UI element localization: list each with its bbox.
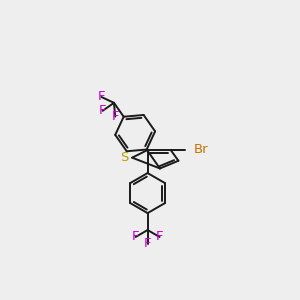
- Text: Br: Br: [194, 143, 208, 157]
- Text: F: F: [144, 237, 151, 250]
- Text: F: F: [132, 230, 139, 244]
- Text: F: F: [111, 110, 119, 123]
- Text: F: F: [156, 230, 163, 244]
- Text: F: F: [99, 104, 106, 117]
- Text: F: F: [98, 91, 105, 103]
- Text: S: S: [120, 151, 129, 164]
